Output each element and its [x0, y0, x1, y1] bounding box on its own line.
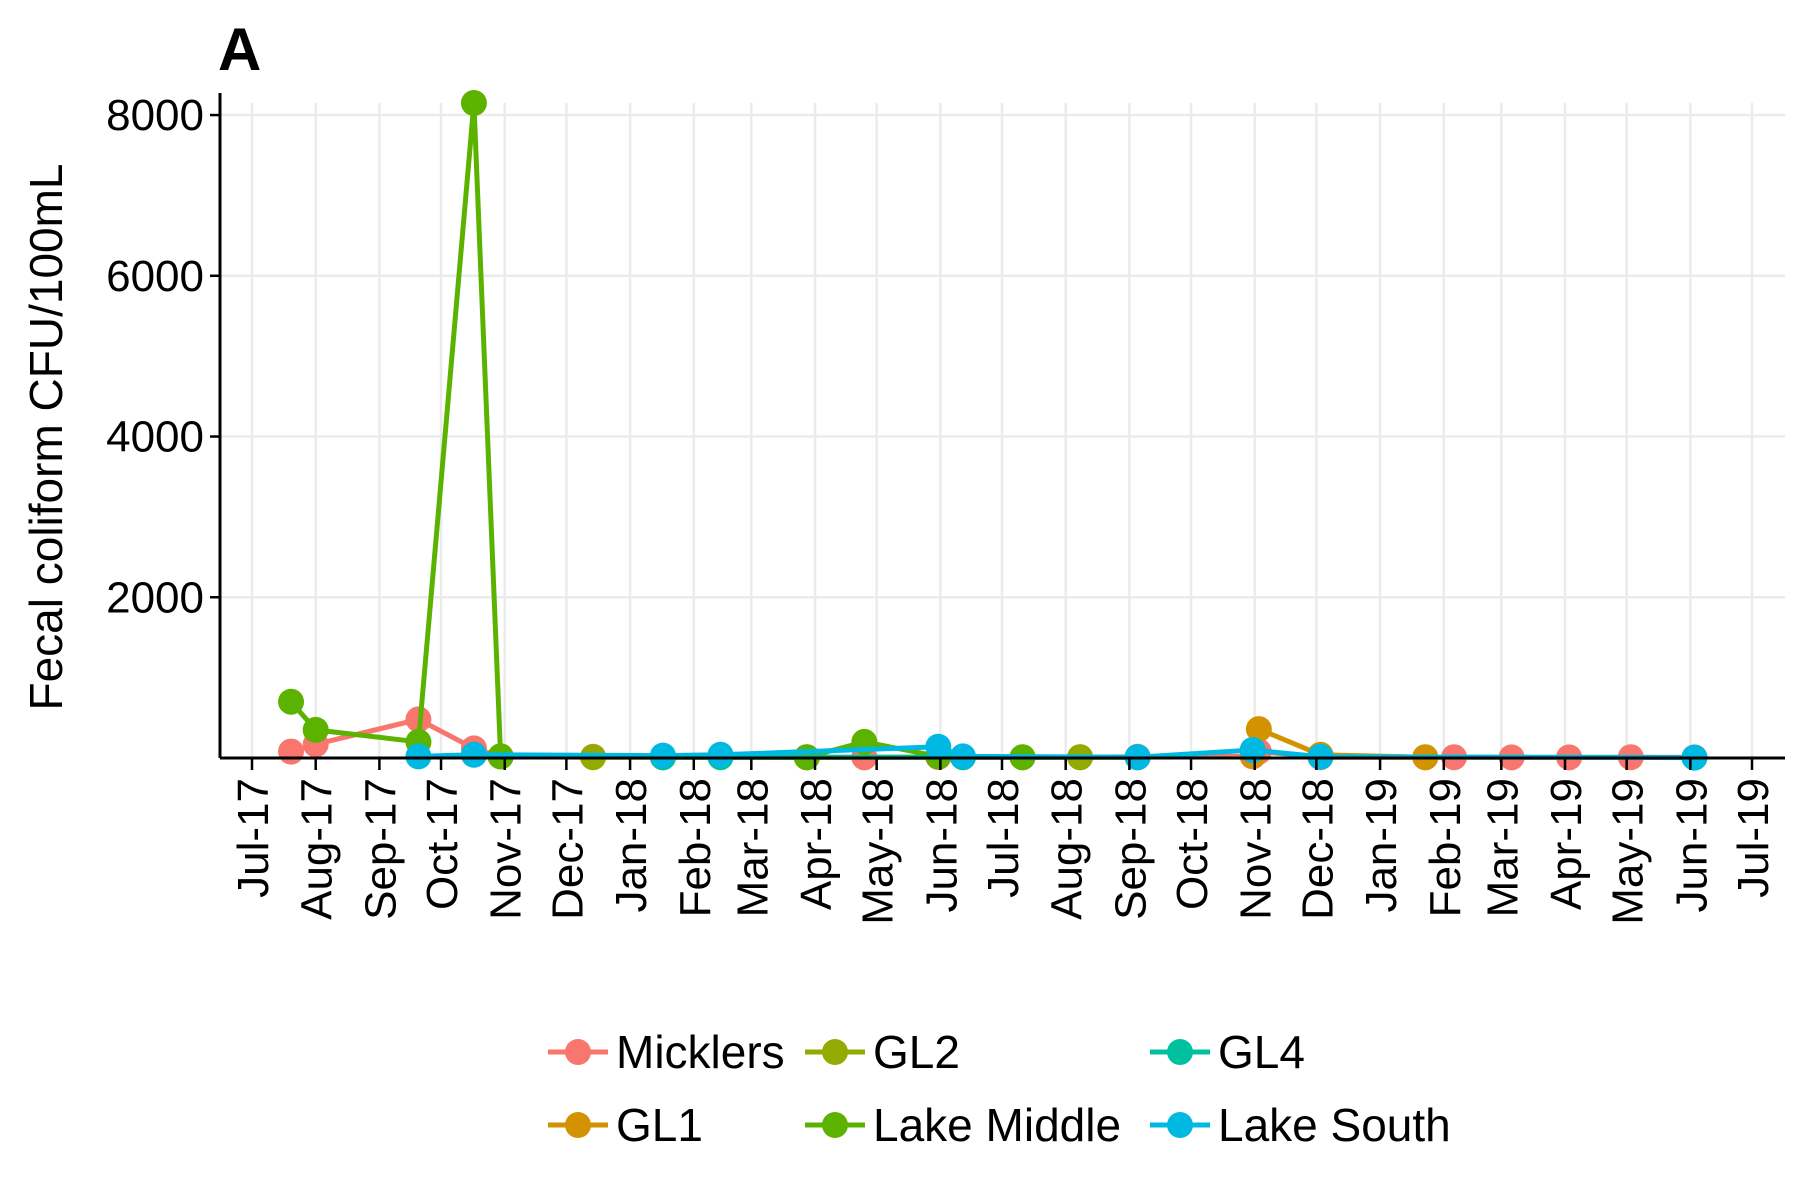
axes: Jul-17 Aug-17 Sep-17 Oct-17 Nov-17 Dec-17 Jan-…	[106, 91, 1785, 925]
y-tick-label: 6000	[106, 252, 204, 301]
x-tick-label: Jan-18	[607, 778, 656, 913]
x-tick-label: Mar-19	[1478, 778, 1527, 917]
x-tick-label: Jun-18	[917, 778, 966, 913]
x-tick-label: Feb-18	[671, 778, 720, 917]
panel-label: A	[218, 16, 261, 83]
x-tick-label: Jan-19	[1357, 778, 1406, 913]
legend-item: GL2	[805, 1026, 960, 1078]
legend-item: Lake South	[1150, 1099, 1451, 1151]
x-tick-label: Feb-19	[1421, 778, 1470, 917]
x-tick-label: Sep-17	[356, 778, 405, 920]
series-lake-middle	[278, 90, 1036, 771]
x-tick-label: Jul-19	[1729, 778, 1778, 898]
y-tick-label: 8000	[106, 91, 204, 140]
y-tick-label: 2000	[106, 573, 204, 622]
legend-item: GL1	[548, 1099, 703, 1151]
x-tick-label: Jul-18	[979, 778, 1028, 898]
legend-label: GL2	[873, 1026, 960, 1078]
data-point	[278, 688, 305, 715]
legend-label: GL4	[1218, 1026, 1305, 1078]
data-point	[1245, 716, 1272, 743]
data-point	[707, 741, 734, 768]
legend-marker	[565, 1039, 591, 1065]
legend-label: GL1	[616, 1099, 703, 1151]
x-tick-label: Nov-18	[1232, 778, 1281, 920]
x-tick-label: Dec-17	[543, 778, 592, 920]
x-tick-label: Nov-17	[482, 778, 531, 920]
legend-label: Lake South	[1218, 1099, 1451, 1151]
legend-label: Micklers	[616, 1026, 785, 1078]
x-tick-label: Apr-19	[1542, 778, 1591, 910]
x-tick-label: Aug-18	[1043, 778, 1092, 920]
data-point	[278, 738, 305, 765]
y-axis-title: Fecal coliform CFU/100mL	[20, 163, 72, 710]
series-line	[418, 744, 1695, 761]
x-tick-label: Jul-17	[229, 778, 278, 898]
legend: Micklers GL2 GL4 GL1 Lake Middle Lake South	[548, 1026, 1451, 1151]
data-point	[460, 90, 487, 116]
data-point	[1239, 736, 1266, 763]
y-tick-label: 4000	[106, 413, 204, 462]
data-point	[302, 716, 329, 743]
data-point	[949, 743, 976, 770]
x-tick-label: Sep-18	[1106, 778, 1155, 920]
data-point	[405, 743, 432, 770]
legend-marker	[565, 1112, 591, 1138]
legend-item: GL4	[1150, 1026, 1305, 1078]
legend-marker	[1167, 1112, 1193, 1138]
grid	[220, 103, 1785, 758]
x-tick-label: Oct-17	[418, 778, 467, 910]
x-tick-label: May-19	[1604, 778, 1653, 925]
legend-marker	[822, 1039, 848, 1065]
data-point	[460, 741, 487, 768]
x-tick-label: Apr-18	[792, 778, 841, 910]
x-tick-label: Dec-18	[1293, 778, 1342, 920]
data-point	[649, 742, 676, 769]
x-tick-label: Mar-18	[728, 778, 777, 917]
legend-item: Micklers	[548, 1026, 785, 1078]
legend-label: Lake Middle	[873, 1099, 1121, 1151]
legend-marker	[1167, 1039, 1193, 1065]
series-line	[289, 100, 1023, 760]
x-tick-label: Jun-19	[1667, 778, 1716, 913]
series-gl1	[1239, 716, 1439, 771]
legend-item: Lake Middle	[805, 1099, 1121, 1151]
legend-marker	[822, 1112, 848, 1138]
data-point	[925, 733, 952, 760]
x-tick-label: Oct-18	[1168, 778, 1217, 910]
plot-series	[278, 90, 1708, 771]
x-tick-label: May-18	[854, 778, 903, 925]
x-tick-label: Aug-17	[293, 778, 342, 920]
